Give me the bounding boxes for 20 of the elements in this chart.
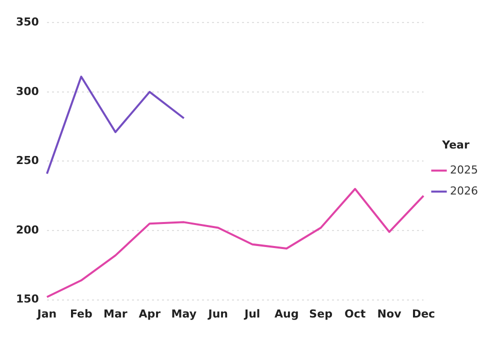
y-tick-label: 150 (16, 292, 40, 306)
legend-title: Year (441, 138, 470, 152)
legend-label: 2026 (450, 184, 478, 198)
x-tick-label: Aug (274, 307, 299, 320)
x-tick-label: Sep (309, 307, 333, 320)
x-tick-label: Mar (104, 307, 128, 320)
legend-label: 2025 (450, 163, 478, 176)
x-tick-label: Feb (70, 307, 93, 320)
y-tick-label: 300 (16, 84, 40, 98)
y-tick-label: 350 (16, 15, 40, 28)
y-tick-label: 200 (16, 223, 40, 236)
x-tick-label: Apr (138, 307, 162, 320)
y-tick-label: 250 (16, 154, 40, 168)
x-tick-label: Oct (344, 307, 366, 320)
x-tick-label: Jan (36, 307, 57, 320)
x-tick-label: Jul (244, 307, 260, 320)
x-tick-label: May (171, 307, 196, 320)
x-tick-label: Dec (412, 307, 436, 320)
x-tick-label: Jun (207, 307, 228, 320)
x-tick-label: Nov (377, 307, 402, 320)
